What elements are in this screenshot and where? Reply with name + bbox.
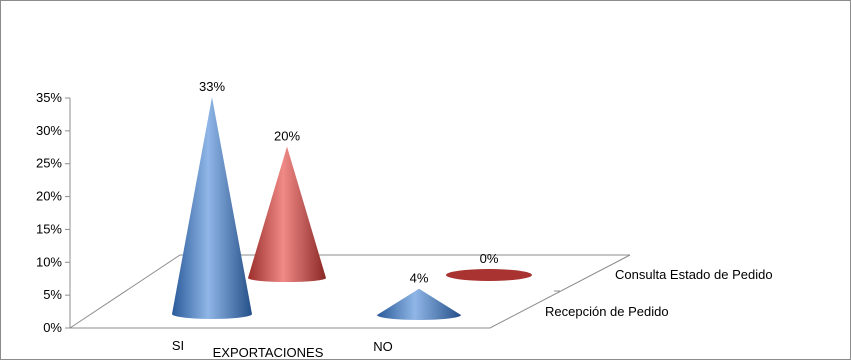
y-tick-label: 25% — [36, 156, 62, 171]
x-axis-title: EXPORTACIONES — [213, 345, 324, 360]
category-label: SI — [172, 338, 184, 353]
series-labels: Recepción de Pedido Consulta Estado de Pe… — [545, 267, 773, 319]
y-tick-label: 0% — [43, 320, 62, 335]
y-tick-label: 5% — [43, 287, 62, 302]
data-label: 33% — [199, 79, 225, 94]
series-label: Consulta Estado de Pedido — [615, 267, 773, 282]
floor-outline — [69, 254, 631, 329]
y-tick-label: 10% — [36, 254, 62, 269]
cone-0-1 — [377, 288, 461, 320]
data-label: 20% — [274, 129, 300, 144]
cone-1-0 — [248, 146, 326, 282]
data-label: 4% — [410, 271, 429, 286]
axes — [69, 98, 631, 329]
cone-0-0 — [172, 97, 252, 320]
cone-body — [172, 97, 252, 320]
y-tick-label: 35% — [36, 90, 62, 105]
cone-base-flat — [446, 269, 532, 281]
cone-1-1 — [446, 269, 532, 281]
y-axis-ticks: 0% 5% 10% 15% 20% 25% 30% 35% — [36, 90, 70, 335]
y-tick-label: 20% — [36, 189, 62, 204]
y-tick-label: 15% — [36, 221, 62, 236]
cone-marks — [172, 97, 532, 320]
category-label: NO — [373, 339, 393, 354]
cone-body — [377, 288, 461, 320]
series-label: Recepción de Pedido — [545, 304, 669, 319]
data-label: 0% — [480, 251, 499, 266]
data-labels: 0% 4% 20% 33% — [199, 79, 499, 286]
category-labels: SI NO — [172, 338, 393, 354]
y-tick-label: 30% — [36, 123, 62, 138]
cone-body — [248, 146, 326, 282]
